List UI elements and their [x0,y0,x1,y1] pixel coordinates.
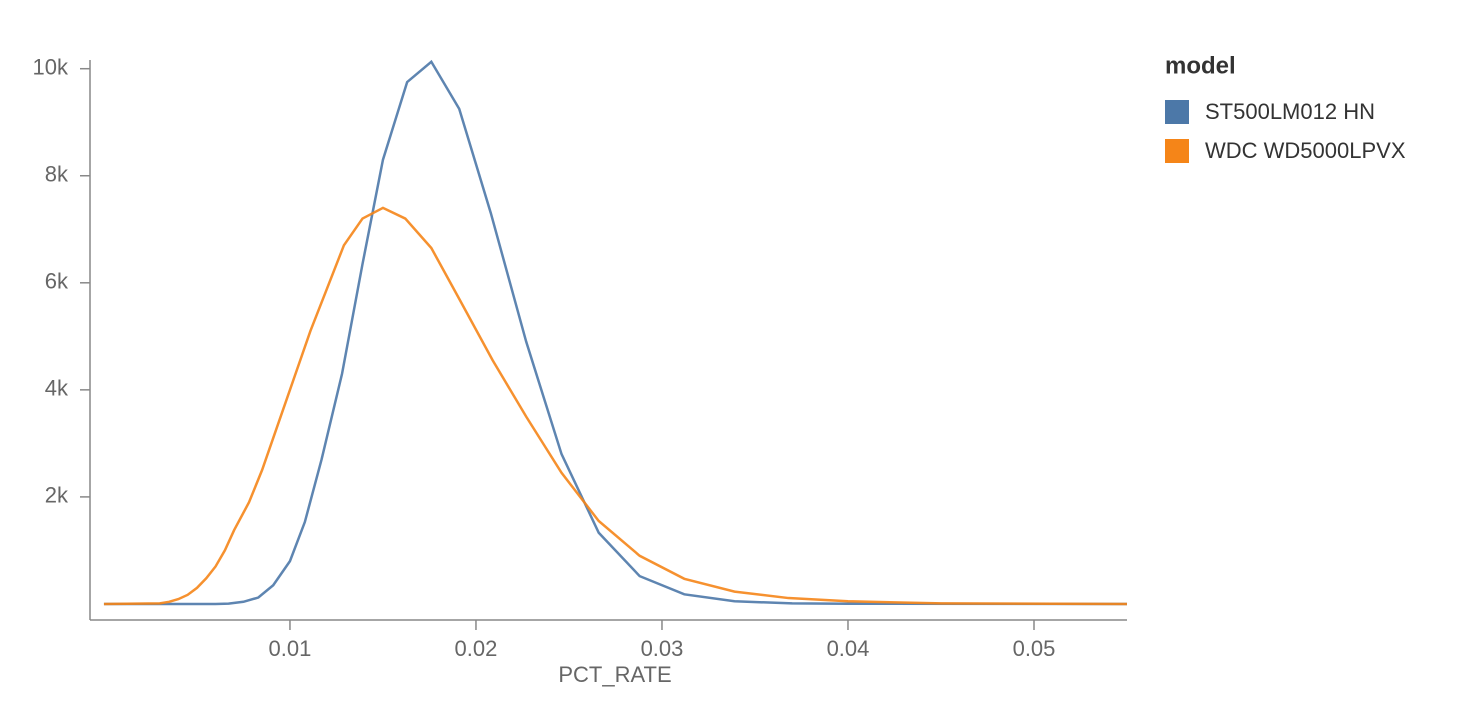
legend-title: model [1165,52,1236,79]
legend-swatch [1165,100,1189,124]
legend-swatch [1165,139,1189,163]
x-axis-label: PCT_RATE [558,662,671,687]
legend-label: WDC WD5000LPVX [1205,138,1406,163]
legend-label: ST500LM012 HN [1205,99,1375,124]
y-tick-label: 4k [45,376,69,401]
x-tick-label: 0.05 [1013,636,1056,661]
x-tick-label: 0.01 [269,636,312,661]
series-line [103,59,1128,606]
y-tick-label: 2k [45,483,69,508]
y-tick-label: 10k [33,55,69,80]
y-tick-label: 8k [45,162,69,187]
x-tick-label: 0.04 [827,636,870,661]
series-line [103,206,1128,606]
y-tick-label: 6k [45,269,69,294]
x-tick-label: 0.03 [641,636,684,661]
x-tick-label: 0.02 [455,636,498,661]
